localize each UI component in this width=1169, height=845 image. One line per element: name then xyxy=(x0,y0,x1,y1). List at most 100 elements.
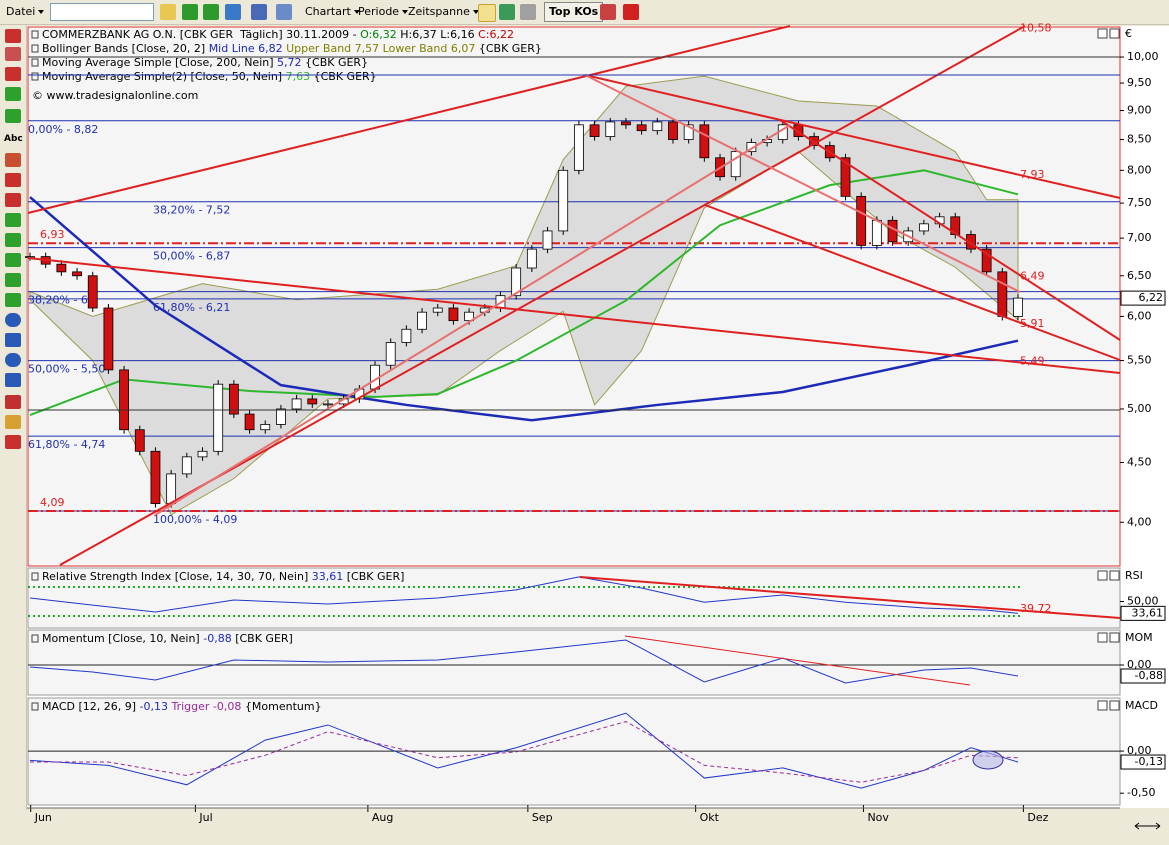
trend-line xyxy=(59,25,1026,566)
legend-part: MACD [12, 26, 9] xyxy=(42,700,140,713)
tool[interactable] xyxy=(5,373,21,387)
alert-icon[interactable] xyxy=(600,4,616,20)
tool[interactable] xyxy=(5,233,21,247)
trend-label: 6,49 xyxy=(1020,270,1045,283)
crosshair-icon[interactable] xyxy=(520,4,536,20)
candle xyxy=(87,275,98,309)
candle xyxy=(119,369,129,431)
candle xyxy=(511,267,522,297)
menu-chartart[interactable]: Chartart xyxy=(305,5,360,18)
x-tick-label: Okt xyxy=(700,811,720,824)
legend-part: {CBK GER} xyxy=(314,70,377,83)
drawings xyxy=(27,25,1121,770)
refresh-icon[interactable] xyxy=(225,4,241,20)
candle xyxy=(589,124,600,137)
tool[interactable] xyxy=(5,273,21,287)
x-tick-label: Aug xyxy=(372,811,393,824)
top-kos-button[interactable]: Top KOs xyxy=(544,2,604,22)
y-tick-label: 6,00 xyxy=(1127,309,1152,322)
forward-icon[interactable] xyxy=(203,4,219,20)
menu-periode[interactable]: Periode xyxy=(358,5,408,18)
trend-line xyxy=(579,576,1121,619)
drawing-toolbar: Abc xyxy=(0,25,27,810)
candle xyxy=(934,216,945,225)
tool[interactable] xyxy=(5,293,21,307)
candle xyxy=(448,307,459,322)
marker-ellipse xyxy=(972,750,1004,770)
menu-zeitspanne[interactable]: Zeitspanne xyxy=(408,5,479,18)
candle xyxy=(652,121,663,132)
candle xyxy=(72,271,82,277)
candle xyxy=(981,248,992,273)
tool[interactable] xyxy=(5,415,21,429)
last-value-label: 33,61 xyxy=(1132,606,1164,619)
flag-icon[interactable] xyxy=(623,4,639,20)
candle xyxy=(699,124,710,159)
tool[interactable] xyxy=(5,29,21,43)
last-value-label: -0,88 xyxy=(1135,669,1163,682)
panel-button xyxy=(1097,632,1108,643)
candle xyxy=(715,157,725,178)
zoom-icon[interactable] xyxy=(499,4,515,20)
scroll-icon[interactable] xyxy=(1134,822,1161,830)
tool[interactable] xyxy=(5,173,21,187)
watermark: © www.tradesignalonline.com xyxy=(32,89,198,102)
candle xyxy=(683,124,694,140)
axis-label: MOM xyxy=(1125,631,1153,644)
tool[interactable] xyxy=(5,395,21,409)
x-tick-label: Nov xyxy=(867,811,889,824)
tool[interactable] xyxy=(5,253,21,267)
legend-part: 5,72 xyxy=(277,56,305,69)
tool[interactable] xyxy=(5,213,21,227)
candle xyxy=(166,473,177,504)
tool[interactable] xyxy=(5,313,21,327)
tool[interactable] xyxy=(5,67,21,81)
candle xyxy=(260,424,271,431)
pointer-icon[interactable] xyxy=(478,4,496,22)
legend-part: {CBK GER} xyxy=(479,42,542,55)
tool[interactable] xyxy=(5,353,21,367)
y-tick-label: 4,50 xyxy=(1127,455,1152,468)
legend-part: Upper Band 7,57 Lower Band 6,07 xyxy=(286,42,479,55)
menu-datei[interactable]: Datei xyxy=(6,5,44,18)
candle xyxy=(966,234,976,250)
y-tick-label: 7,50 xyxy=(1127,196,1152,209)
tool[interactable] xyxy=(5,333,21,347)
y-tick-label: 50,00 xyxy=(1127,594,1159,607)
legend-part: {Momentum} xyxy=(245,700,322,713)
candle xyxy=(213,383,224,452)
tool[interactable] xyxy=(5,87,21,101)
candle xyxy=(432,307,443,313)
panel-button xyxy=(1109,632,1120,643)
trend-line xyxy=(154,124,791,516)
tool[interactable] xyxy=(5,109,21,123)
y-tick-label: 4,00 xyxy=(1127,515,1152,528)
tool[interactable] xyxy=(5,435,21,449)
legend-part: [CBK GER] xyxy=(235,632,293,645)
tool[interactable] xyxy=(5,193,21,207)
candle xyxy=(338,398,349,405)
candle xyxy=(777,124,788,140)
tool[interactable] xyxy=(5,47,21,61)
text-tool[interactable]: Abc xyxy=(4,134,23,144)
candle xyxy=(401,328,412,343)
panel-button xyxy=(1109,28,1120,39)
level-label: 6,93 xyxy=(40,228,65,241)
search-icon[interactable] xyxy=(160,4,176,20)
legend-part: Moving Average Simple(2) [Close, 50, Nei… xyxy=(42,70,286,83)
legend-part: Momentum [Close, 10, Nein] xyxy=(42,632,203,645)
y-tick-label: 8,00 xyxy=(1127,163,1152,176)
candle xyxy=(479,307,490,313)
y-tick-label: 0,00 xyxy=(1127,658,1152,671)
tool[interactable] xyxy=(5,153,21,167)
list-icon[interactable] xyxy=(276,4,292,20)
back-icon[interactable] xyxy=(182,4,198,20)
fib-label: 100,00% - 4,09 xyxy=(153,513,237,526)
x-tick-label: Sep xyxy=(532,811,553,824)
y-tick-label: -0,50 xyxy=(1127,786,1155,799)
save-icon[interactable] xyxy=(251,4,267,20)
candle xyxy=(526,248,537,269)
symbol-input[interactable] xyxy=(50,3,154,21)
indicator-line xyxy=(29,639,1019,684)
legend-part: 33,61 xyxy=(312,570,347,583)
